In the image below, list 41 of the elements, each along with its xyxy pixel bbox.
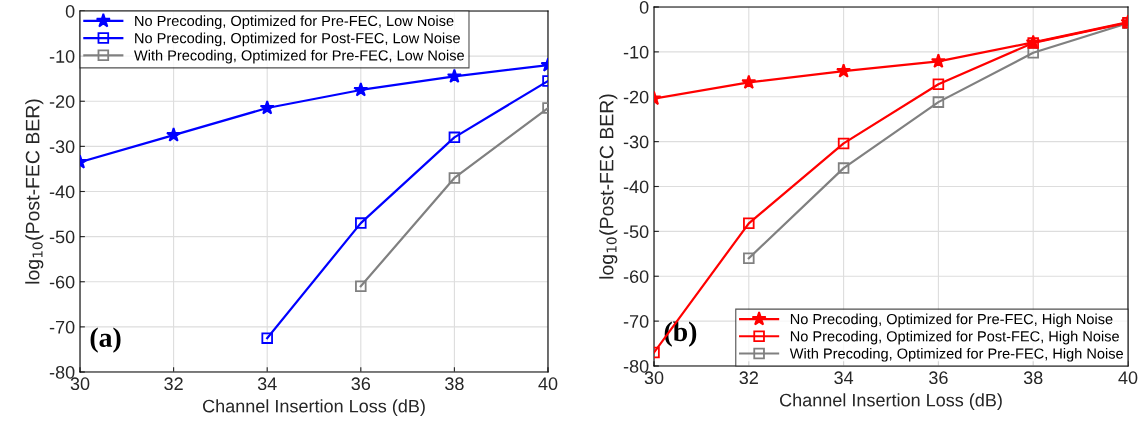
y-tick-label: 0	[65, 4, 75, 18]
y-tick-label: -10	[49, 50, 75, 63]
x-tick-label: 38	[1023, 371, 1043, 385]
y-tick-label: -70	[49, 320, 75, 334]
y-tick-label: 0	[639, 0, 649, 14]
x-tick-label: 36	[351, 377, 371, 391]
y-tick-label: -50	[49, 230, 75, 244]
x-tick-label: 30	[70, 377, 90, 391]
y-tick-label: -60	[49, 275, 75, 289]
legend-label: No Precoding, Optimized for Post-FEC, High Noise	[790, 330, 1119, 345]
y-axis-title: log$_{10}$(Post-FEC BER)	[25, 99, 44, 284]
y-tick-label: -70	[623, 315, 649, 328]
legend-label: No Precoding, Optimized for Pre-FEC, Low Noise	[135, 15, 454, 29]
annotation: (a)	[90, 327, 121, 353]
y-tick-label: -80	[623, 359, 649, 373]
x-axis-title: Channel Insertion Loss (dB)	[203, 399, 425, 417]
legend-label: With Precoding, Optimized for Pre-FEC, Low Noise	[134, 49, 464, 64]
y-tick-label: -30	[49, 140, 75, 154]
y-tick-label: -20	[49, 95, 75, 108]
x-axis-title: Channel Insertion Loss (dB)	[780, 393, 1002, 411]
y-tick-label: -80	[49, 365, 75, 379]
y-tick-label: -30	[623, 135, 649, 149]
x-tick-label: 40	[538, 377, 558, 391]
y-tick-label: -40	[623, 180, 649, 194]
y-axis-title: log$_{10}$(Post-FEC BER)	[599, 94, 618, 279]
y-tick-label: -60	[623, 270, 649, 283]
x-tick-label: 32	[739, 371, 758, 385]
legend-label: No Precoding, Optimized for Pre-FEC, High Noise	[790, 313, 1113, 328]
y-tick-label: -50	[623, 225, 649, 239]
legend-label: With Precoding, Optimized for Pre-FEC, High Noise	[789, 348, 1123, 362]
x-tick-label: 40	[1118, 371, 1138, 385]
x-tick-label: 30	[644, 371, 664, 385]
legend-label: No Precoding, Optimized for Post-FEC, Low Noise	[135, 32, 460, 47]
y-tick-label: -20	[623, 90, 649, 104]
x-tick-label: 34	[834, 371, 854, 385]
x-tick-label: 32	[164, 377, 183, 391]
x-tick-label: 38	[445, 377, 464, 391]
x-tick-label: 34	[257, 377, 277, 391]
y-tick-label: -10	[623, 45, 649, 59]
y-tick-label: -40	[49, 185, 75, 199]
x-tick-label: 36	[929, 371, 948, 385]
